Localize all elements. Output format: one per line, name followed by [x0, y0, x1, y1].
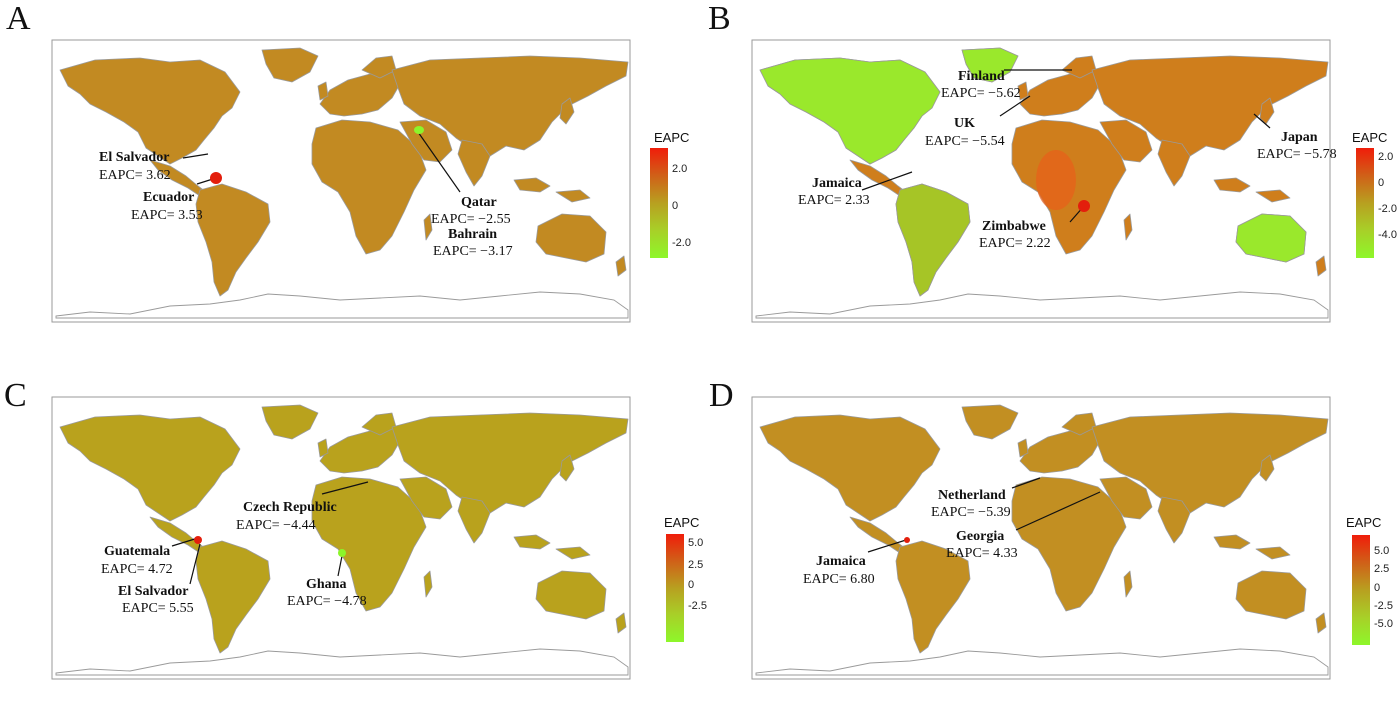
annotation-value: EAPC= 3.62 [99, 168, 171, 183]
annotation-name: Netherland [938, 488, 1006, 503]
legend-tick: -4.0 [1378, 229, 1397, 241]
legend-tick: -5.0 [1374, 618, 1393, 630]
annotation-value: EAPC= −2.55 [431, 212, 511, 227]
legend-tick: 0 [672, 200, 679, 212]
panel-d: D Netherland EAPC= −5.39 Georgia EAPC= 4… [700, 357, 1390, 714]
world-map [751, 396, 1331, 680]
world-map [51, 396, 631, 680]
panel-letter: C [4, 377, 27, 414]
annotation-name: Georgia [956, 529, 1005, 544]
annotation-name: Czech Republic [243, 500, 337, 515]
annotation-name: UK [954, 116, 975, 131]
annotation-name: Ghana [306, 577, 347, 592]
legend-tick: 0 [688, 579, 695, 591]
legend-title: EAPC [1352, 130, 1388, 145]
legend-title: EAPC [664, 515, 700, 530]
legend-tick: -2.0 [672, 237, 691, 249]
legend-tick: 0 [1378, 177, 1385, 189]
legend-tick: -2.0 [1378, 203, 1397, 215]
annotation-value: EAPC= −5.78 [1257, 147, 1337, 162]
legend-color-bar [666, 534, 684, 642]
hotspot-el-salvador [194, 536, 202, 544]
legend-color-bar [1352, 535, 1370, 645]
legend-tick: 0 [1374, 582, 1381, 594]
legend-tick: 5.0 [1374, 545, 1390, 557]
annotation-name: Guatemala [104, 544, 171, 559]
annotation-value: EAPC= 2.33 [798, 193, 870, 208]
annotation-name: Jamaica [812, 176, 862, 191]
annotation-value: EAPC= −3.17 [433, 244, 513, 259]
panel-letter: D [709, 377, 734, 414]
annotation-name: Bahrain [448, 227, 498, 242]
annotation-name: Qatar [461, 195, 497, 210]
world-map [751, 39, 1331, 323]
annotation-name: Japan [1281, 130, 1318, 145]
annotation-name: El Salvador [118, 584, 189, 599]
legend-color-bar [1356, 148, 1374, 258]
panel-a: A El Salvador EAPC= 3.62 Ecuador EAPC= 3… [0, 0, 691, 357]
annotation-value: EAPC= −5.54 [925, 134, 1005, 149]
world-land [51, 396, 631, 680]
annotation-name: Zimbabwe [982, 219, 1046, 234]
legend-tick: -2.5 [688, 600, 707, 612]
annotation-value: EAPC= 4.72 [101, 562, 173, 577]
legend-tick: -2.5 [1374, 600, 1393, 612]
legend-tick: 2.5 [688, 559, 704, 571]
legend-color-bar [650, 148, 668, 258]
panel-c: C Czech Republic EAPC= −4.44 Guatemala E… [0, 357, 699, 714]
region-low [895, 183, 971, 297]
annotation-value: EAPC= −4.78 [287, 594, 367, 609]
hotspot-ghana [338, 549, 346, 557]
panel-b: B Finland EAPC= −5.62 UK EAPC= −5.54 Jap… [700, 0, 1397, 357]
hotspot-jamaica [904, 537, 910, 543]
legend-title: EAPC [1346, 515, 1382, 530]
annotation-value: EAPC= −5.62 [941, 86, 1021, 101]
annotation-value: EAPC= 4.33 [946, 546, 1018, 561]
hotspot-africa-core [1036, 150, 1076, 210]
annotation-value: EAPC= 3.53 [131, 208, 203, 223]
annotation-value: EAPC= −4.44 [236, 518, 316, 533]
annotation-value: EAPC= 2.22 [979, 236, 1051, 251]
panel-letter: A [6, 0, 31, 37]
world-land [751, 396, 1331, 680]
annotation-value: EAPC= 6.80 [803, 572, 875, 587]
hotspot-zimbabwe [1078, 200, 1090, 212]
panel-letter: B [708, 0, 731, 37]
legend-tick: 5.0 [688, 537, 704, 549]
legend-tick: 2.5 [1374, 563, 1390, 575]
legend-title: EAPC [654, 130, 690, 145]
annotation-name: Finland [958, 69, 1005, 84]
region-low [759, 57, 941, 165]
region-low [961, 47, 1019, 83]
hotspot-qatar [414, 126, 424, 134]
legend-tick: 2.0 [1378, 151, 1394, 163]
annotation-name: Ecuador [143, 190, 195, 205]
hotspot-ecuador [210, 172, 222, 184]
annotation-name: El Salvador [99, 150, 170, 165]
annotation-value: EAPC= −5.39 [931, 505, 1011, 520]
annotation-name: Jamaica [816, 554, 866, 569]
region-low [1235, 213, 1307, 263]
annotation-value: EAPC= 5.55 [122, 601, 194, 616]
legend-tick: 2.0 [672, 163, 688, 175]
